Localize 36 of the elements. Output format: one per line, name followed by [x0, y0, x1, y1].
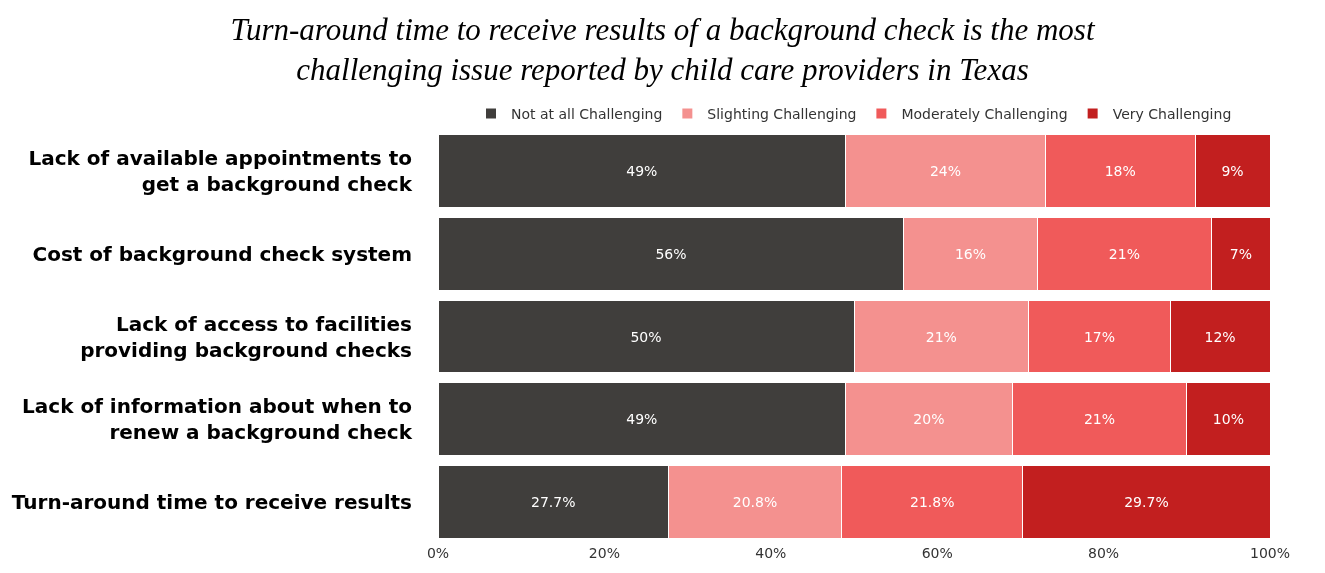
legend-label: Very Challenging	[1112, 106, 1232, 123]
data-label: 16%	[954, 245, 987, 262]
y-tick-label: Turn-around time to receive results	[11, 489, 412, 514]
data-label: 49%	[626, 411, 658, 428]
data-label: 9%	[1221, 163, 1244, 180]
data-label: 17%	[1083, 328, 1115, 345]
data-label: 21%	[1108, 245, 1140, 262]
legend-label: Moderately Challenging	[901, 106, 1068, 123]
data-label: 21%	[1083, 411, 1115, 428]
data-label: 10%	[1212, 411, 1244, 428]
data-label: 18%	[1104, 163, 1136, 180]
x-tick-label: 20%	[588, 545, 620, 561]
x-tick-label: 0%	[426, 545, 450, 561]
y-tick-label: Lack of access to facilities providing background checks	[80, 311, 412, 362]
y-tick-label: Lack of available appointments to get a background check	[28, 146, 413, 197]
x-tick-label: 80%	[1088, 545, 1120, 561]
data-label: 56%	[655, 245, 687, 262]
chart-title: Turn-around time to receive results of a background check is the most challenging issue reported by child care providers in Texas	[230, 12, 1096, 88]
data-label: 7%	[1229, 245, 1252, 262]
x-tick-label: 100%	[1249, 545, 1291, 561]
data-label: 50%	[630, 328, 662, 345]
data-label: 21%	[925, 328, 957, 345]
y-tick-label: Lack of information about when to renew a background check	[22, 394, 413, 445]
data-label: 49%	[626, 163, 658, 180]
x-tick-label: 40%	[755, 545, 787, 561]
x-tick-label: 60%	[921, 545, 953, 561]
data-label: 20%	[913, 411, 945, 428]
data-label: 27.7%	[530, 493, 576, 510]
data-label: 24%	[929, 163, 962, 180]
data-label: 20.8%	[732, 493, 778, 510]
y-tick-label: Cost of background check system	[32, 241, 412, 266]
legend-label: Not at all Challenging	[511, 106, 663, 123]
legend-label: Slighting Challenging	[707, 106, 857, 123]
data-label: 21.8%	[909, 493, 955, 510]
data-label: 12%	[1204, 328, 1236, 345]
data-label: 29.7%	[1124, 493, 1169, 510]
